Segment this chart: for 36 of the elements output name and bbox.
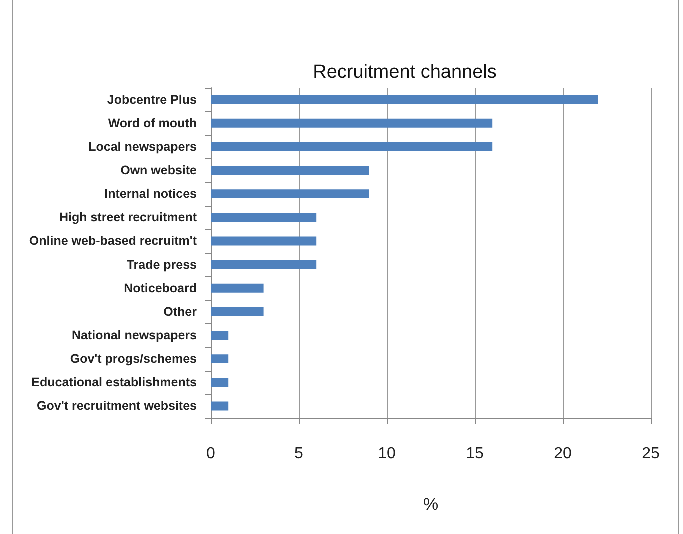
x-tick-label: 0 <box>206 446 216 462</box>
bar <box>211 142 493 152</box>
bar <box>211 402 229 411</box>
bar <box>211 95 598 104</box>
bar <box>211 284 264 293</box>
y-tick-label: Online web-based recruitm't <box>29 234 198 248</box>
bar <box>211 378 229 388</box>
x-tick-label: 5 <box>294 446 304 462</box>
y-tick-label: Other <box>164 304 198 319</box>
y-tick-label: Jobcentre Plus <box>107 92 198 107</box>
chart-title: Recruitment channels <box>313 62 497 83</box>
bar <box>211 166 370 175</box>
x-tick-label: 25 <box>642 446 660 462</box>
x-tick-label: 20 <box>554 446 572 462</box>
y-tick-label: Educational establishments <box>32 376 198 390</box>
y-tick-label: Trade press <box>126 258 198 272</box>
y-tick-label: Own website <box>120 164 198 178</box>
bar <box>211 260 317 270</box>
bar <box>211 307 264 316</box>
bar <box>211 118 493 128</box>
y-tick-label: Internal notices <box>104 187 198 202</box>
bar <box>211 354 229 364</box>
y-tick-label: Gov't progs/schemes <box>70 352 198 366</box>
x-tick-label: 15 <box>466 446 484 462</box>
y-tick-label: Word of mouth <box>108 116 197 130</box>
y-tick-label: Noticeboard <box>124 281 197 296</box>
y-tick-label: National newspapers <box>72 328 198 342</box>
bar <box>211 331 229 340</box>
y-tick-label: High street recruitment <box>59 210 198 225</box>
y-tick-label: Gov't recruitment websites <box>37 399 198 414</box>
y-tick-label: Local newspapers <box>88 140 198 154</box>
bar <box>211 236 317 246</box>
bar <box>211 213 317 222</box>
x-axis-title: % <box>423 495 439 514</box>
x-tick-label: 10 <box>378 446 396 462</box>
bar <box>211 190 370 199</box>
